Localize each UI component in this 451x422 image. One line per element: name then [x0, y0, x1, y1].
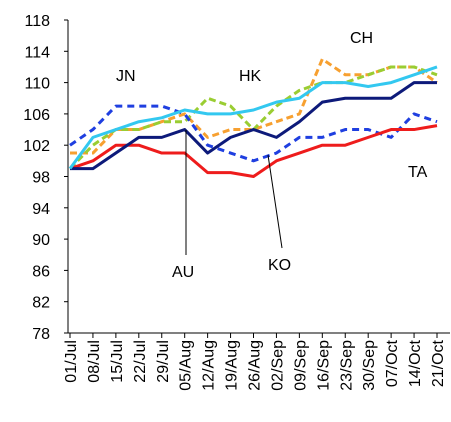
annotation: HK	[239, 68, 262, 85]
y-tick-label: 94	[32, 201, 50, 218]
annotation: KO	[268, 257, 291, 274]
y-tick-label: 118	[24, 13, 50, 30]
x-tick-label: 22/Jul	[132, 340, 149, 383]
x-tick-label: 14/Oct	[407, 339, 424, 387]
x-tick-label: 23/Sep	[338, 340, 355, 391]
x-tick-label: 07/Oct	[384, 339, 401, 387]
x-tick-label: 12/Aug	[201, 340, 218, 391]
line	[70, 57, 438, 155]
x-tick-label: 09/Sep	[292, 340, 309, 391]
y-tick-label: 86	[32, 263, 50, 280]
y-tick-label: 90	[32, 232, 50, 249]
y-tick-label: 114	[24, 44, 50, 61]
annotation: JN	[116, 68, 136, 85]
line	[69, 124, 438, 178]
line	[70, 81, 437, 171]
line	[69, 104, 438, 163]
annotation: CH	[350, 30, 373, 47]
x-tick-label: 21/Oct	[430, 339, 447, 387]
line	[68, 65, 438, 170]
x-tick-label: 01/Jul	[63, 340, 80, 383]
leader-line	[267, 154, 283, 249]
annotation: AU	[172, 264, 194, 281]
plot	[68, 57, 438, 178]
x-tick-label: 15/Jul	[109, 340, 126, 383]
y-tick-label: 82	[32, 295, 50, 312]
x-tick-label: 05/Aug	[178, 340, 195, 391]
y-tick-label: 78	[32, 326, 50, 343]
x-tick-label: 30/Sep	[361, 340, 378, 391]
x-tick-label: 02/Sep	[269, 340, 286, 391]
y-tick-label: 98	[32, 170, 50, 187]
annotation: TA	[408, 164, 428, 181]
y-tick-label: 106	[23, 107, 50, 124]
y-tick-label: 110	[24, 76, 50, 93]
x-tick-label: 26/Aug	[247, 340, 264, 391]
y-tick-label: 102	[23, 138, 50, 155]
x-tick-label: 29/Jul	[155, 340, 172, 383]
x-tick-label: 19/Aug	[224, 340, 241, 391]
x-tick-label: 08/Jul	[86, 340, 103, 383]
x-tick-label: 16/Sep	[315, 340, 332, 391]
